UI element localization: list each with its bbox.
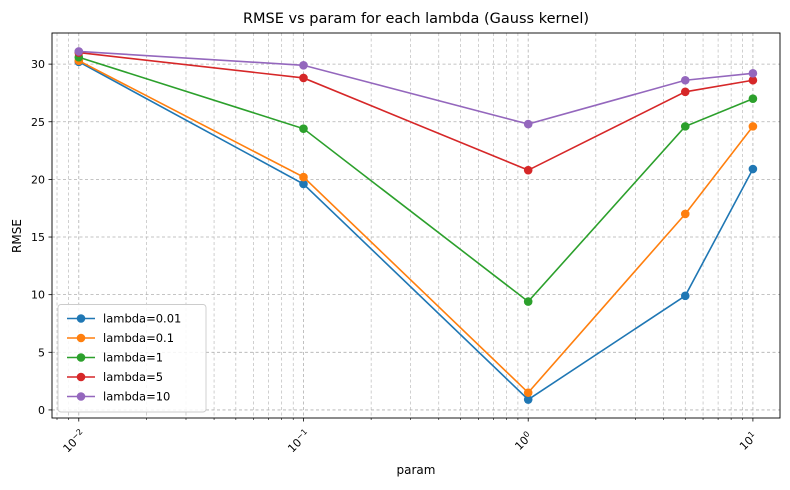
data-point	[299, 124, 308, 133]
data-point	[299, 172, 308, 182]
chart-title: RMSE vs param for each lambda (Gauss ker…	[243, 11, 589, 27]
x-tick-label: 10−2	[60, 427, 88, 455]
y-tick-label: 15	[31, 231, 45, 244]
legend-swatch-marker	[76, 333, 86, 343]
data-point	[299, 73, 308, 83]
data-point	[299, 179, 308, 189]
legend-item: lambda=5	[67, 370, 163, 384]
y-axis-ticks: 0 5 10 15 20 25 30	[31, 58, 52, 417]
data-point	[523, 395, 533, 404]
y-tick-label: 20	[31, 173, 45, 186]
data-point	[680, 209, 690, 219]
y-tick-label: 10	[31, 289, 45, 302]
legend-item: lambda=0.01	[67, 312, 181, 326]
legend-item: lambda=10	[67, 390, 170, 404]
legend-label: lambda=5	[103, 370, 163, 384]
y-tick-label: 25	[31, 116, 45, 129]
legend-label: lambda=10	[103, 390, 170, 404]
x-tick-label: 100	[511, 429, 535, 453]
series-layer	[74, 47, 758, 404]
legend-label: lambda=0.1	[103, 331, 174, 345]
x-axis-ticks: 10−2 10−1 100 101	[56, 418, 760, 455]
series-line	[78, 51, 754, 172]
data-point	[680, 291, 690, 301]
legend-item: lambda=0.1	[67, 331, 174, 345]
data-point	[680, 122, 690, 131]
data-point	[748, 75, 758, 85]
x-axis-label: param	[397, 463, 436, 477]
x-tick-exponent: 0	[521, 429, 531, 439]
y-tick-label: 0	[38, 404, 45, 417]
legend-swatch-marker	[76, 314, 86, 323]
legend: lambda=0.01 lambda=0.1 lambda=1 lambda=5 lam…	[57, 304, 207, 413]
series-lambda=10	[74, 47, 758, 129]
x-tick-exponent: 1	[746, 429, 756, 439]
x-tick-label: 10−1	[284, 427, 312, 455]
y-tick-label: 30	[31, 58, 45, 71]
legend-label: lambda=1	[103, 351, 163, 365]
data-point	[748, 164, 758, 174]
data-point	[748, 94, 758, 104]
y-tick-label: 5	[38, 346, 45, 359]
data-point	[523, 388, 533, 397]
data-point	[523, 119, 533, 129]
data-point	[680, 75, 690, 85]
legend-swatch-marker	[76, 353, 86, 362]
data-point	[74, 47, 84, 56]
x-tick-label: 101	[736, 429, 760, 453]
legend-label: lambda=0.01	[103, 312, 181, 326]
data-point	[523, 297, 533, 306]
legend-swatch-marker	[76, 372, 86, 382]
data-point	[299, 60, 308, 70]
legend-swatch-marker	[76, 392, 86, 401]
legend-item: lambda=1	[67, 351, 163, 365]
data-point	[523, 165, 533, 175]
grid	[52, 33, 780, 418]
legend-box	[57, 304, 207, 413]
data-point	[748, 69, 758, 78]
plot-frame	[51, 32, 781, 419]
data-point	[680, 87, 690, 97]
data-point	[748, 122, 758, 131]
y-axis-label: RMSE	[10, 219, 24, 253]
